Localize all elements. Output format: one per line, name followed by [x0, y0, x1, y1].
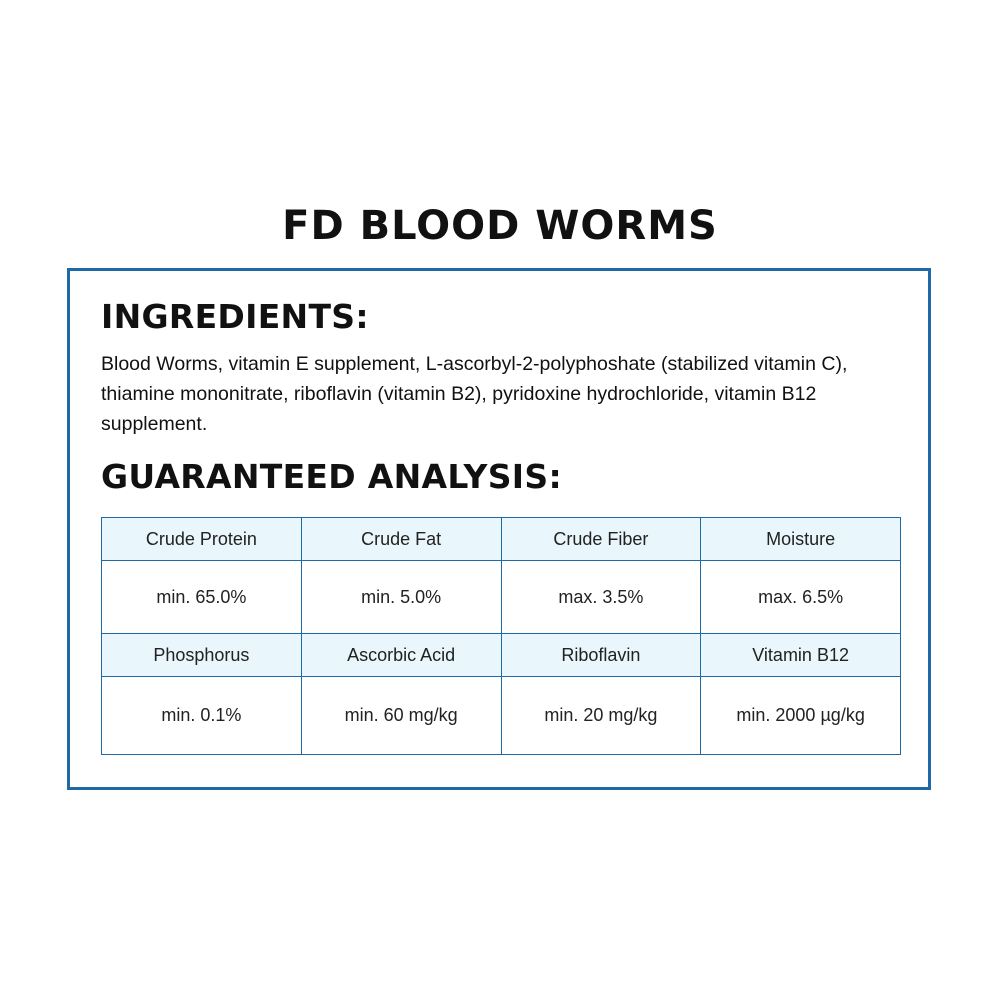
guaranteed-analysis-heading: GUARANTEED ANALYSIS: [101, 457, 562, 496]
analysis-label: Phosphorus [101, 633, 302, 677]
table-row: Phosphorus Ascorbic Acid Riboflavin Vita… [101, 633, 901, 677]
analysis-value: min. 5.0% [300, 560, 502, 634]
analysis-value: min. 20 mg/kg [500, 676, 702, 755]
guaranteed-analysis-table: Crude Protein Crude Fat Crude Fiber Mois… [101, 517, 901, 755]
analysis-value: min. 60 mg/kg [300, 676, 502, 755]
analysis-value: max. 6.5% [700, 560, 901, 634]
analysis-label: Crude Protein [101, 517, 302, 561]
table-row: min. 65.0% min. 5.0% max. 3.5% max. 6.5% [101, 560, 901, 634]
analysis-value: min. 0.1% [101, 676, 302, 755]
analysis-value: min. 65.0% [101, 560, 302, 634]
analysis-value: max. 3.5% [500, 560, 702, 634]
table-row: Crude Protein Crude Fat Crude Fiber Mois… [101, 517, 901, 561]
analysis-label: Vitamin B12 [700, 633, 901, 677]
analysis-label: Riboflavin [500, 633, 702, 677]
product-title: FD BLOOD WORMS [282, 203, 718, 249]
nutrition-panel: INGREDIENTS: Blood Worms, vitamin E supp… [67, 268, 931, 790]
analysis-label: Crude Fat [300, 517, 502, 561]
table-row: min. 0.1% min. 60 mg/kg min. 20 mg/kg mi… [101, 676, 901, 755]
ingredients-heading: INGREDIENTS: [101, 297, 369, 336]
analysis-label: Moisture [700, 517, 901, 561]
ingredients-text: Blood Worms, vitamin E supplement, L-asc… [101, 353, 848, 435]
analysis-value: min. 2000 µg/kg [700, 676, 901, 755]
analysis-label: Crude Fiber [500, 517, 702, 561]
analysis-label: Ascorbic Acid [300, 633, 502, 677]
